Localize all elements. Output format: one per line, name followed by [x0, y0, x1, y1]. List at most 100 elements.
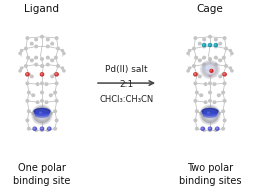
Circle shape	[214, 45, 216, 48]
Circle shape	[202, 43, 205, 47]
Circle shape	[202, 44, 203, 45]
Circle shape	[198, 75, 200, 78]
Circle shape	[26, 82, 29, 85]
Circle shape	[205, 110, 209, 114]
Circle shape	[216, 128, 217, 129]
Circle shape	[195, 127, 197, 130]
Circle shape	[228, 50, 231, 52]
Circle shape	[186, 52, 188, 54]
Text: Pd(II) salt: Pd(II) salt	[105, 64, 147, 74]
Circle shape	[208, 73, 211, 76]
Circle shape	[203, 101, 206, 103]
Circle shape	[208, 110, 211, 112]
Circle shape	[61, 50, 63, 52]
Circle shape	[202, 129, 205, 131]
Circle shape	[35, 56, 37, 59]
Circle shape	[208, 100, 211, 102]
Circle shape	[32, 94, 35, 97]
Circle shape	[200, 127, 203, 130]
Circle shape	[49, 94, 52, 97]
Circle shape	[195, 73, 197, 76]
Circle shape	[218, 59, 221, 62]
Circle shape	[218, 42, 221, 45]
Circle shape	[32, 112, 35, 115]
Ellipse shape	[203, 114, 216, 117]
Circle shape	[35, 108, 48, 121]
Circle shape	[46, 45, 49, 48]
Circle shape	[46, 129, 49, 131]
Circle shape	[41, 82, 43, 85]
Circle shape	[198, 42, 200, 45]
Circle shape	[36, 101, 39, 103]
Circle shape	[41, 73, 43, 76]
Circle shape	[35, 38, 37, 41]
Circle shape	[214, 44, 215, 45]
Circle shape	[203, 63, 216, 76]
Circle shape	[30, 42, 33, 45]
Circle shape	[199, 105, 219, 125]
Circle shape	[222, 73, 225, 76]
Circle shape	[55, 37, 58, 39]
Circle shape	[46, 56, 49, 59]
Circle shape	[51, 59, 53, 62]
Circle shape	[208, 129, 211, 131]
Circle shape	[194, 56, 197, 59]
Circle shape	[193, 73, 196, 76]
Circle shape	[208, 43, 211, 47]
Circle shape	[55, 100, 58, 102]
Circle shape	[210, 70, 211, 71]
Circle shape	[25, 65, 27, 67]
Circle shape	[30, 75, 33, 78]
Circle shape	[41, 58, 43, 60]
Text: Cage: Cage	[196, 4, 223, 14]
Circle shape	[205, 66, 209, 69]
Circle shape	[193, 82, 196, 85]
Circle shape	[26, 100, 29, 102]
Circle shape	[27, 73, 30, 76]
Circle shape	[35, 129, 37, 131]
Circle shape	[55, 119, 58, 122]
Circle shape	[223, 119, 225, 122]
Circle shape	[214, 56, 216, 59]
Circle shape	[40, 127, 43, 130]
Circle shape	[195, 91, 197, 94]
Circle shape	[208, 73, 211, 76]
Circle shape	[41, 100, 43, 102]
Circle shape	[224, 47, 227, 50]
Circle shape	[34, 128, 35, 129]
Circle shape	[199, 94, 202, 97]
Circle shape	[208, 58, 211, 60]
Circle shape	[25, 47, 27, 50]
Ellipse shape	[35, 111, 49, 115]
Circle shape	[30, 59, 33, 62]
Circle shape	[46, 38, 49, 41]
Circle shape	[62, 52, 65, 54]
Circle shape	[208, 65, 211, 67]
Circle shape	[208, 82, 211, 85]
Circle shape	[221, 73, 224, 76]
Circle shape	[41, 36, 43, 38]
Circle shape	[193, 119, 196, 122]
Circle shape	[20, 67, 23, 69]
Circle shape	[41, 91, 43, 94]
Circle shape	[49, 112, 52, 115]
Circle shape	[213, 43, 217, 47]
Circle shape	[35, 45, 37, 48]
Circle shape	[223, 82, 225, 85]
Circle shape	[51, 75, 53, 78]
Circle shape	[193, 37, 196, 39]
Text: One polar
binding site: One polar binding site	[13, 163, 70, 186]
Circle shape	[54, 110, 56, 112]
Circle shape	[34, 107, 50, 122]
Text: 2:1: 2:1	[119, 81, 133, 89]
Circle shape	[27, 91, 30, 94]
Circle shape	[203, 108, 216, 121]
Circle shape	[40, 73, 43, 76]
Circle shape	[188, 67, 190, 69]
Circle shape	[57, 47, 59, 50]
Circle shape	[203, 83, 206, 85]
Circle shape	[208, 36, 211, 38]
Circle shape	[26, 37, 29, 39]
Circle shape	[198, 59, 200, 62]
Circle shape	[221, 110, 224, 112]
